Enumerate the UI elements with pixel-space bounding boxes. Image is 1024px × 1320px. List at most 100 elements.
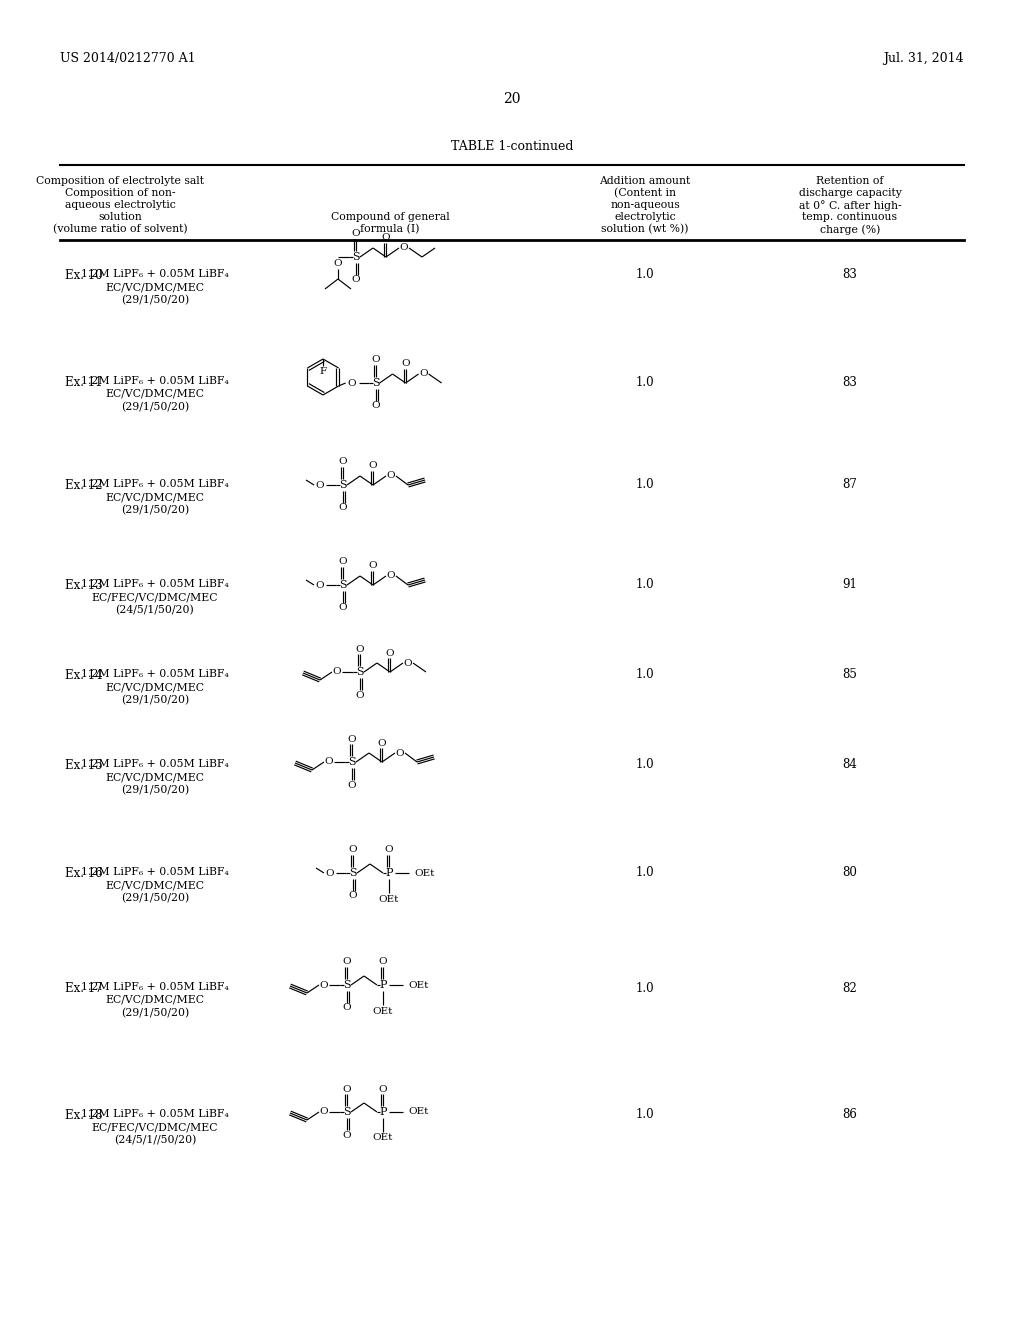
Text: Retention of: Retention of (816, 176, 884, 186)
Text: Ex. 10: Ex. 10 (65, 269, 102, 282)
Text: O: O (379, 957, 387, 966)
Text: O: O (382, 234, 390, 243)
Text: O: O (339, 458, 347, 466)
Text: EC/VC/DMC/MEC: EC/VC/DMC/MEC (105, 492, 205, 502)
Text: O: O (315, 581, 325, 590)
Text: O: O (343, 1130, 351, 1139)
Text: 1.2M LiPF₆ + 0.05M LiBF₄: 1.2M LiPF₆ + 0.05M LiBF₄ (81, 982, 229, 993)
Text: OEt: OEt (373, 1134, 393, 1143)
Text: P: P (385, 869, 393, 878)
Text: (29/1/50/20): (29/1/50/20) (121, 894, 189, 903)
Text: (volume ratio of solvent): (volume ratio of solvent) (52, 224, 187, 235)
Text: O: O (372, 355, 380, 364)
Text: 1.0: 1.0 (636, 1109, 654, 1122)
Text: TABLE 1-continued: TABLE 1-continued (451, 140, 573, 153)
Text: 1.0: 1.0 (636, 866, 654, 879)
Text: S: S (348, 756, 355, 767)
Text: O: O (326, 869, 334, 878)
Text: EC/FEC/VC/DMC/MEC: EC/FEC/VC/DMC/MEC (92, 1122, 218, 1133)
Text: 1.0: 1.0 (636, 668, 654, 681)
Text: EC/VC/DMC/MEC: EC/VC/DMC/MEC (105, 995, 205, 1005)
Text: 1.2M LiPF₆ + 0.05M LiBF₄: 1.2M LiPF₆ + 0.05M LiBF₄ (81, 669, 229, 678)
Text: EC/FEC/VC/DMC/MEC: EC/FEC/VC/DMC/MEC (92, 591, 218, 602)
Text: 1.0: 1.0 (636, 268, 654, 281)
Text: O: O (385, 846, 393, 854)
Text: Ex. 14: Ex. 14 (65, 669, 102, 682)
Text: S: S (356, 667, 364, 677)
Text: 1.0: 1.0 (636, 375, 654, 388)
Text: 85: 85 (843, 668, 857, 681)
Text: 84: 84 (843, 759, 857, 771)
Text: Ex. 15: Ex. 15 (65, 759, 102, 772)
Text: O: O (343, 957, 351, 966)
Text: EC/VC/DMC/MEC: EC/VC/DMC/MEC (105, 682, 205, 692)
Text: solution (wt %)): solution (wt %)) (601, 224, 689, 235)
Text: 1.0: 1.0 (636, 759, 654, 771)
Text: 82: 82 (843, 982, 857, 994)
Text: S: S (339, 480, 347, 490)
Text: (29/1/50/20): (29/1/50/20) (121, 785, 189, 796)
Text: OEt: OEt (379, 895, 399, 903)
Text: O: O (403, 659, 413, 668)
Text: S: S (343, 1107, 351, 1117)
Text: EC/VC/DMC/MEC: EC/VC/DMC/MEC (105, 282, 205, 292)
Text: S: S (352, 252, 359, 261)
Text: 1.2M LiPF₆ + 0.05M LiBF₄: 1.2M LiPF₆ + 0.05M LiBF₄ (81, 376, 229, 385)
Text: aqueous electrolytic: aqueous electrolytic (65, 201, 175, 210)
Text: 86: 86 (843, 1109, 857, 1122)
Text: 1.0: 1.0 (636, 982, 654, 994)
Text: (24/5/1//50/20): (24/5/1//50/20) (114, 1135, 197, 1146)
Text: 83: 83 (843, 375, 857, 388)
Text: O: O (419, 370, 428, 379)
Text: S: S (372, 378, 380, 388)
Text: 80: 80 (843, 866, 857, 879)
Text: O: O (369, 561, 377, 570)
Text: O: O (339, 557, 347, 566)
Text: solution: solution (98, 213, 142, 222)
Text: S: S (349, 869, 356, 878)
Text: Ex. 17: Ex. 17 (65, 982, 102, 995)
Text: O: O (387, 471, 395, 480)
Text: O: O (343, 1003, 351, 1012)
Text: O: O (333, 668, 341, 676)
Text: (Content in: (Content in (614, 187, 676, 198)
Text: US 2014/0212770 A1: US 2014/0212770 A1 (60, 51, 196, 65)
Text: 1.0: 1.0 (636, 479, 654, 491)
Text: O: O (355, 644, 365, 653)
Text: 1.2M LiPF₆ + 0.05M LiBF₄: 1.2M LiPF₆ + 0.05M LiBF₄ (81, 1109, 229, 1119)
Text: at 0° C. after high-: at 0° C. after high- (799, 201, 901, 211)
Text: P: P (379, 1107, 387, 1117)
Text: O: O (347, 379, 356, 388)
Text: O: O (348, 780, 356, 789)
Text: O: O (348, 734, 356, 743)
Text: OEt: OEt (408, 981, 428, 990)
Text: P: P (379, 979, 387, 990)
Text: Ex. 12: Ex. 12 (65, 479, 102, 492)
Text: O: O (351, 276, 360, 285)
Text: O: O (349, 846, 357, 854)
Text: 91: 91 (843, 578, 857, 591)
Text: OEt: OEt (414, 869, 434, 878)
Text: 1.2M LiPF₆ + 0.05M LiBF₄: 1.2M LiPF₆ + 0.05M LiBF₄ (81, 479, 229, 488)
Text: 1.0: 1.0 (636, 578, 654, 591)
Text: O: O (339, 503, 347, 512)
Text: 1.2M LiPF₆ + 0.05M LiBF₄: 1.2M LiPF₆ + 0.05M LiBF₄ (81, 269, 229, 279)
Text: 83: 83 (843, 268, 857, 281)
Text: EC/VC/DMC/MEC: EC/VC/DMC/MEC (105, 880, 205, 890)
Text: O: O (395, 748, 404, 758)
Text: EC/VC/DMC/MEC: EC/VC/DMC/MEC (105, 772, 205, 781)
Text: O: O (343, 1085, 351, 1093)
Text: O: O (387, 572, 395, 581)
Text: Composition of electrolyte salt: Composition of electrolyte salt (36, 176, 204, 186)
Text: Compound of general: Compound of general (331, 213, 450, 222)
Text: temp. continuous: temp. continuous (803, 213, 897, 222)
Text: charge (%): charge (%) (820, 224, 881, 235)
Text: Composition of non-: Composition of non- (65, 187, 175, 198)
Text: O: O (351, 230, 360, 239)
Text: EC/VC/DMC/MEC: EC/VC/DMC/MEC (105, 389, 205, 399)
Text: electrolytic: electrolytic (614, 213, 676, 222)
Text: Ex. 18: Ex. 18 (65, 1109, 102, 1122)
Text: O: O (369, 462, 377, 470)
Text: (24/5/1/50/20): (24/5/1/50/20) (116, 605, 195, 615)
Text: Jul. 31, 2014: Jul. 31, 2014 (884, 51, 964, 65)
